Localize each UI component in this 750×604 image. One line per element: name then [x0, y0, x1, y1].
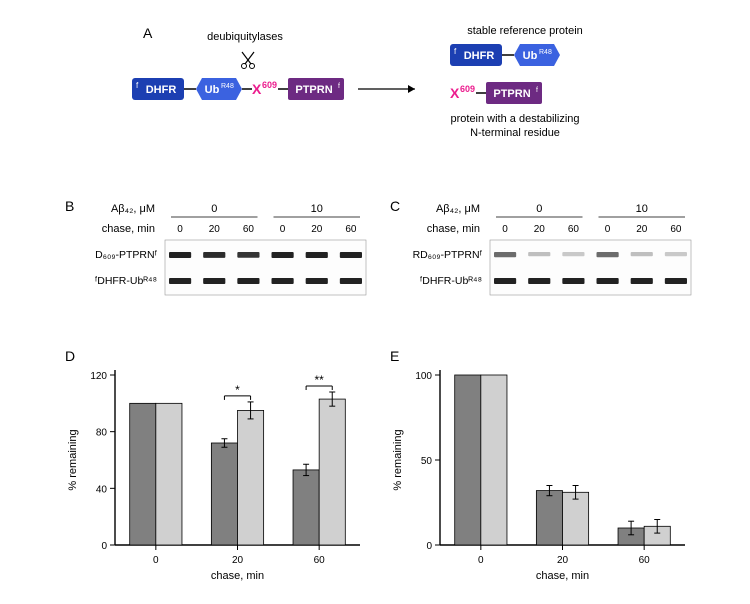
panel-c-gel: Aβ₄₂, μM chase, min 0 10 0 20 60 0 20 60 RD₆₀₉-PTP…	[403, 200, 693, 315]
svg-text:20: 20	[557, 555, 569, 566]
svg-text:chase, min: chase, min	[427, 223, 480, 235]
svg-text:609: 609	[262, 80, 277, 90]
svg-text:20: 20	[534, 224, 546, 235]
svg-text:chase, min: chase, min	[102, 223, 155, 235]
svg-text:X: X	[252, 81, 262, 97]
svg-text:60: 60	[568, 224, 580, 235]
svg-text:chase, min: chase, min	[536, 570, 589, 582]
panel-b-gel: Aβ₄₂, μM chase, min 0 10 0 20 60 0 20 60 D₆₀₉-PTPR…	[78, 200, 368, 315]
svg-text:60: 60	[345, 224, 357, 235]
svg-text:stable reference protein: stable reference protein	[467, 25, 583, 37]
svg-text:60: 60	[670, 224, 682, 235]
svg-text:RD₆₀₉-PTPRNᶠ: RD₆₀₉-PTPRNᶠ	[413, 249, 483, 261]
svg-text:Ub: Ub	[523, 50, 538, 62]
svg-text:0: 0	[211, 203, 217, 215]
svg-text:R48: R48	[539, 49, 552, 56]
panel-a-diagram: deubiquitylasesDHFRfUbR48X609PTPRNfstabl…	[130, 18, 650, 158]
svg-text:X: X	[450, 85, 460, 101]
svg-text:% remaining: % remaining	[392, 429, 404, 490]
svg-text:120: 120	[90, 371, 107, 382]
svg-text:0: 0	[177, 224, 183, 235]
svg-text:609: 609	[460, 84, 475, 94]
svg-text:0: 0	[280, 224, 286, 235]
svg-text:deubiquitylases: deubiquitylases	[207, 31, 283, 43]
svg-text:Aβ₄₂, μM: Aβ₄₂, μM	[111, 203, 155, 215]
panel-c-label: C	[390, 198, 400, 214]
svg-text:DHFR: DHFR	[146, 84, 177, 96]
svg-text:60: 60	[243, 224, 255, 235]
svg-text:*: *	[235, 383, 240, 397]
svg-text:D₆₀₉-PTPRNᶠ: D₆₀₉-PTPRNᶠ	[95, 249, 157, 261]
svg-text:% remaining: % remaining	[67, 429, 79, 490]
svg-text:ᶠDHFR-Ubᴿ⁴⁸: ᶠDHFR-Ubᴿ⁴⁸	[95, 275, 157, 287]
svg-text:0: 0	[502, 224, 508, 235]
svg-text:10: 10	[636, 203, 648, 215]
svg-text:f: f	[536, 87, 538, 94]
svg-text:f: f	[338, 83, 340, 90]
svg-text:20: 20	[636, 224, 648, 235]
svg-text:10: 10	[311, 203, 323, 215]
svg-text:60: 60	[639, 555, 651, 566]
panel-d-chart: 0 40 80 120 % remaining 0 20 * 60 ** chase, min	[60, 355, 370, 585]
svg-text:0: 0	[426, 541, 432, 552]
svg-text:60: 60	[314, 555, 326, 566]
svg-text:20: 20	[311, 224, 323, 235]
svg-text:Aβ₄₂, μM: Aβ₄₂, μM	[436, 203, 480, 215]
svg-text:protein with a destabilizing: protein with a destabilizing	[450, 113, 579, 125]
svg-text:0: 0	[478, 555, 484, 566]
svg-text:PTPRN: PTPRN	[493, 88, 530, 100]
svg-text:Ub: Ub	[205, 84, 220, 96]
svg-text:80: 80	[96, 428, 108, 439]
svg-text:PTPRN: PTPRN	[295, 84, 332, 96]
svg-text:100: 100	[415, 371, 432, 382]
svg-text:50: 50	[421, 456, 433, 467]
svg-text:ᶠDHFR-Ubᴿ⁴⁸: ᶠDHFR-Ubᴿ⁴⁸	[420, 275, 482, 287]
svg-text:0: 0	[153, 555, 159, 566]
panel-e-chart: 0 50 100 % remaining 0 20 60 chase, min	[385, 355, 695, 585]
svg-text:0: 0	[605, 224, 611, 235]
svg-text:**: **	[314, 373, 324, 387]
svg-text:0: 0	[101, 541, 107, 552]
svg-text:chase, min: chase, min	[211, 570, 264, 582]
svg-text:20: 20	[232, 555, 244, 566]
panel-b-label: B	[65, 198, 74, 214]
svg-text:0: 0	[536, 203, 542, 215]
svg-text:20: 20	[209, 224, 221, 235]
svg-text:N-terminal residue: N-terminal residue	[470, 127, 560, 139]
svg-text:R48: R48	[221, 83, 234, 90]
svg-text:DHFR: DHFR	[464, 50, 495, 62]
svg-text:40: 40	[96, 484, 108, 495]
